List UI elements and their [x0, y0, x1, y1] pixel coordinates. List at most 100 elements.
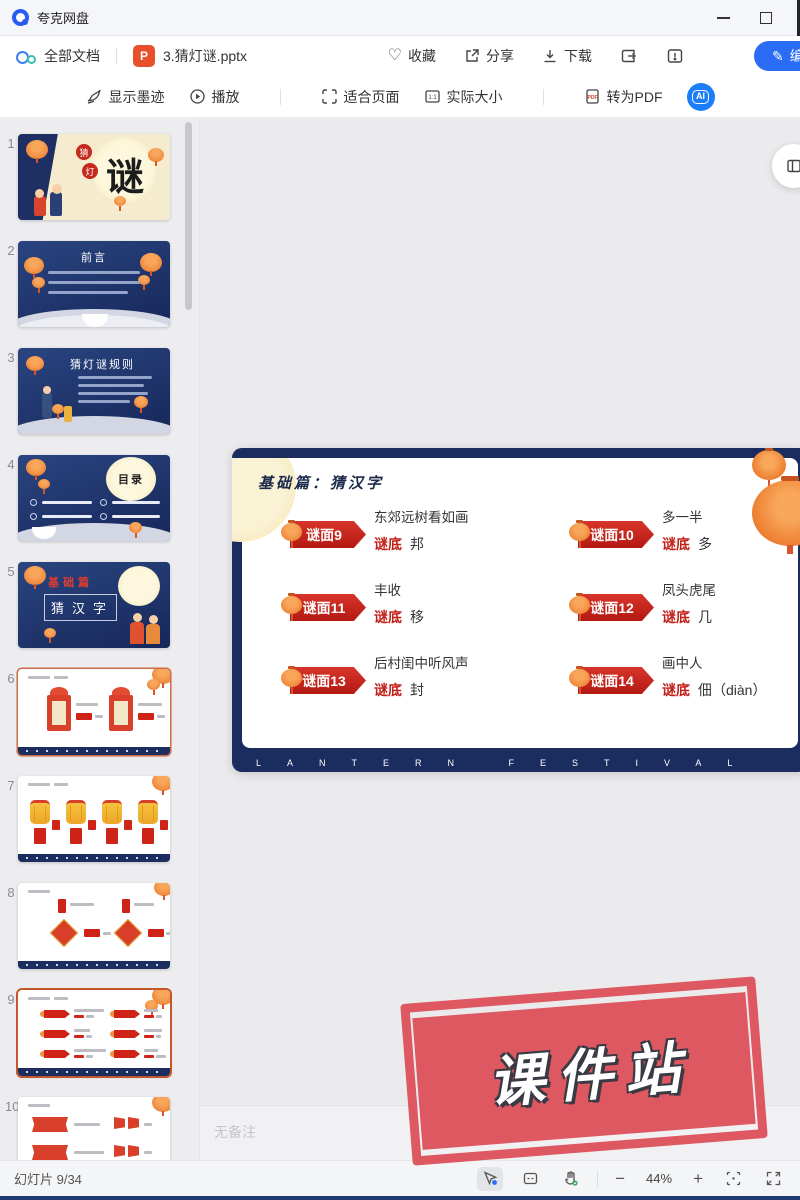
ink-pen-icon: [87, 89, 101, 104]
share-button[interactable]: 分享: [464, 46, 514, 66]
slide-number: 5: [7, 564, 15, 579]
lantern-icon: [569, 520, 590, 548]
lantern-icon: [281, 520, 302, 548]
panel-icon: [787, 159, 800, 173]
panel-toggle-button[interactable]: [772, 144, 800, 188]
slide-footer-text: LANTERN FESTIVAL: [256, 758, 759, 768]
riddle-clue: 东郊远树看如画: [374, 510, 469, 525]
pdf-icon: PDF: [585, 89, 599, 104]
svg-text:PDF: PDF: [587, 95, 597, 101]
slide-number: 3: [7, 350, 15, 365]
show-ink-button[interactable]: 显示墨迹: [86, 87, 165, 107]
slide-number: 7: [7, 778, 15, 793]
to-pdf-button[interactable]: PDF 转为PDF: [584, 87, 663, 107]
notes-toggle-button[interactable]: [517, 1167, 543, 1191]
back-label: 全部文档: [44, 48, 100, 64]
lantern-icon: [281, 666, 302, 694]
minimize-button[interactable]: [717, 16, 730, 19]
slide-thumbnail-5[interactable]: 基础篇 猜汉字: [18, 562, 170, 648]
riddle-clue: 画中人: [662, 656, 703, 671]
actual-size-icon: 1:1: [424, 90, 440, 103]
slide-thumbnail-panel: 1 谜 猜 灯 2 前言: [0, 118, 200, 1160]
pencil-icon: ✎: [772, 47, 784, 64]
slide-number: 10: [5, 1099, 20, 1114]
slide-thumbnail-6[interactable]: [18, 669, 170, 755]
riddle-clue: 后村闺中听风声: [374, 656, 469, 671]
stamp-text: 课件站: [486, 1035, 695, 1114]
lantern-icon: [569, 666, 590, 694]
feedback-button[interactable]: [666, 47, 684, 65]
slide-number: 1: [7, 136, 15, 151]
feedback-icon: [667, 49, 683, 63]
window-titlebar: 夸克网盘: [0, 0, 800, 36]
divider: [597, 1170, 599, 1187]
quark-logo-icon: [12, 9, 29, 26]
edit-button[interactable]: ✎ 编: [754, 41, 800, 71]
laser-pointer-icon: [483, 1171, 498, 1186]
cloud-icon: [14, 48, 36, 64]
zoom-level: 44%: [646, 1171, 673, 1186]
play-button[interactable]: 播放: [189, 87, 240, 107]
slide-thumbnail-10[interactable]: [18, 1097, 170, 1160]
slide-thumbnail-4[interactable]: 目录: [18, 455, 170, 541]
riddle-badge: 谜面9: [290, 521, 366, 548]
fit-page-button[interactable]: 适合页面: [321, 87, 400, 107]
slide-thumbnail-1[interactable]: 谜 猜 灯: [18, 134, 170, 220]
screen-edge: [797, 0, 800, 36]
slide-thumbnail-7[interactable]: [18, 776, 170, 862]
window-title: 夸克网盘: [37, 11, 90, 26]
hand-icon: [564, 1171, 578, 1186]
favorite-button[interactable]: ♡ 收藏: [387, 47, 436, 65]
document-header: 全部文档 P 3.猜灯谜.pptx ♡ 收藏 分享 下载: [0, 36, 800, 76]
ppt-file-icon: P: [133, 45, 155, 67]
riddle-badge: 谜面10: [578, 521, 654, 548]
maximize-button[interactable]: [760, 11, 772, 24]
slide-number: 2: [7, 243, 15, 258]
slide-section-title: 基础篇：猜汉字: [258, 474, 385, 492]
play-icon: [189, 89, 205, 104]
slide-counter: 幻灯片 9/34: [14, 1172, 82, 1187]
slide-canvas: 基础篇：猜汉字 谜面9 东郊远树看如画 谜底邦 谜面10 多一半 谜底多 谜面1…: [232, 448, 800, 772]
lantern-icon: [281, 593, 302, 621]
riddle-badge: 谜面14: [578, 667, 654, 694]
gesture-tool-button[interactable]: [557, 1167, 583, 1191]
riddle-clue: 多一半: [662, 510, 703, 525]
slide-thumbnail-9-selected[interactable]: [18, 990, 170, 1076]
status-bar: 幻灯片 9/34 − 44% +: [0, 1160, 800, 1196]
riddle-clue: 凤头虎尾: [662, 583, 716, 598]
slide-thumbnail-8[interactable]: [18, 883, 170, 969]
screen-bottom-edge: [0, 1196, 800, 1200]
fit-screen-button[interactable]: [720, 1167, 746, 1191]
divider: [279, 88, 281, 105]
laser-pointer-button[interactable]: [477, 1166, 504, 1191]
slide-number: 4: [7, 457, 15, 472]
fit-screen-icon: [726, 1171, 740, 1186]
sidebar-scrollbar[interactable]: [185, 122, 192, 310]
save-to-drive-icon: [621, 49, 636, 63]
riddle-clue: 丰收: [374, 583, 401, 598]
save-to-drive-button[interactable]: [620, 47, 638, 65]
zoom-out-button[interactable]: −: [615, 1169, 626, 1188]
back-to-all-docs[interactable]: 全部文档: [14, 46, 100, 66]
preview-area: 基础篇：猜汉字 谜面9 东郊远树看如画 谜底邦 谜面10 多一半 谜底多 谜面1…: [200, 118, 800, 1160]
heart-icon: ♡: [387, 47, 402, 64]
zoom-in-button[interactable]: +: [693, 1169, 703, 1188]
file-name: 3.猜灯谜.pptx: [163, 48, 248, 64]
download-icon: [544, 50, 556, 63]
slide-number: 8: [7, 885, 15, 900]
slide-thumbnail-2[interactable]: 前言: [18, 241, 170, 327]
actual-size-button[interactable]: 1:1 实际大小: [424, 87, 503, 107]
preview-toolbar: 显示墨迹 播放 适合页面 1:1 实际大小 PDF 转为PDF AI: [0, 76, 800, 118]
divider: [542, 88, 544, 105]
lantern-decoration: [752, 448, 786, 489]
watermark-stamp: 课件站: [400, 976, 768, 1166]
slide-number: 9: [7, 992, 15, 1007]
riddle-badge: 谜面12: [578, 594, 654, 621]
ai-icon: AI: [692, 89, 709, 104]
download-button[interactable]: 下载: [542, 46, 592, 66]
riddle-badge: 谜面13: [290, 667, 366, 694]
ai-assistant-button[interactable]: AI: [686, 82, 715, 111]
slide-thumbnail-3[interactable]: 猜灯谜规则: [18, 348, 170, 434]
divider: [116, 48, 117, 64]
fullscreen-button[interactable]: [760, 1167, 786, 1191]
